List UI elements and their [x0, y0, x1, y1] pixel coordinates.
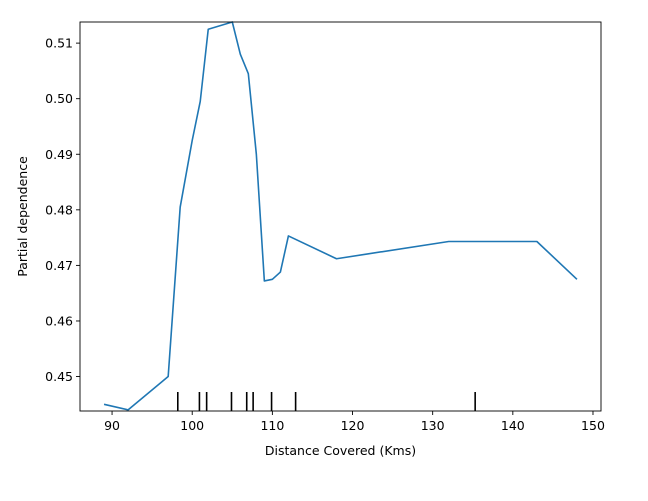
x-axis-ticks: 90 100 110 120 130 140 150	[104, 411, 605, 433]
series-line	[103, 21, 578, 411]
x-tick-label: 100	[180, 418, 204, 433]
rug-marks	[176, 392, 476, 411]
y-tick-label: 0.50	[45, 91, 73, 106]
y-tick-label: 0.45	[45, 369, 73, 384]
x-tick-label: 110	[260, 418, 284, 433]
y-tick-label: 0.51	[45, 36, 73, 51]
y-axis-label: Partial dependence	[15, 156, 30, 277]
x-axis-label: Distance Covered (Kms)	[265, 443, 416, 458]
x-tick-label: 120	[341, 418, 365, 433]
x-tick-label: 130	[421, 418, 445, 433]
x-tick-label: 90	[104, 418, 120, 433]
y-tick-label: 0.48	[45, 202, 73, 217]
y-tick-label: 0.46	[45, 313, 73, 328]
y-axis-ticks: 0.45 0.46 0.47 0.48 0.49 0.50 0.51	[45, 36, 80, 384]
y-tick-label: 0.49	[45, 147, 73, 162]
plot-frame	[79, 21, 602, 412]
y-tick-label: 0.47	[45, 258, 73, 273]
x-tick-label: 150	[581, 418, 605, 433]
x-tick-label: 140	[501, 418, 525, 433]
